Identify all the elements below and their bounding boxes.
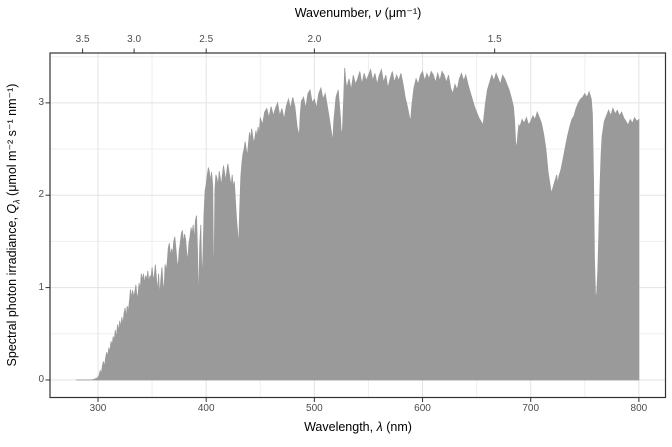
bottom-axis-title-units: (nm) [382,420,412,434]
bottom-axis-title: Wavelength, λ (nm) [50,419,666,435]
q-symbol: Q [5,203,19,214]
wavenumber-tick-label: 3.5 [75,34,90,45]
panel-border [49,52,667,399]
x-tick-label: 400 [197,403,215,414]
y-tick-label: 2 [38,189,44,201]
bottom-axis-title-text: Wavelength, [304,420,377,434]
y-tick-label: 1 [38,281,44,293]
spectrum-area [76,67,640,381]
lambda-symbol: λ [376,420,383,434]
wavenumber-tick-label: 2.0 [307,34,322,45]
y-tick-label: 0 [38,374,44,385]
y-tick-label: 3 [38,96,44,108]
nu-symbol: ν [374,6,382,20]
top-axis-title-units: (μm⁻¹) [381,6,422,20]
x-tick-label: 800 [630,403,648,414]
wavenumber-tick-label: 2.5 [199,34,214,45]
top-axis-title-text: Wavenumber, [294,6,375,20]
left-axis-title: Spectral photon irradiance, Qλ (μmol m⁻²… [4,15,22,435]
x-tick-label: 300 [89,403,107,414]
x-tick-label: 600 [414,403,431,414]
wavenumber-tick-label: 1.5 [487,34,502,45]
x-tick-label: 500 [306,403,323,414]
top-axis-title: Wavenumber, ν (μm⁻¹) [50,5,666,21]
x-tick-label: 700 [522,403,540,414]
wavenumber-tick-label: 3.0 [127,34,142,45]
